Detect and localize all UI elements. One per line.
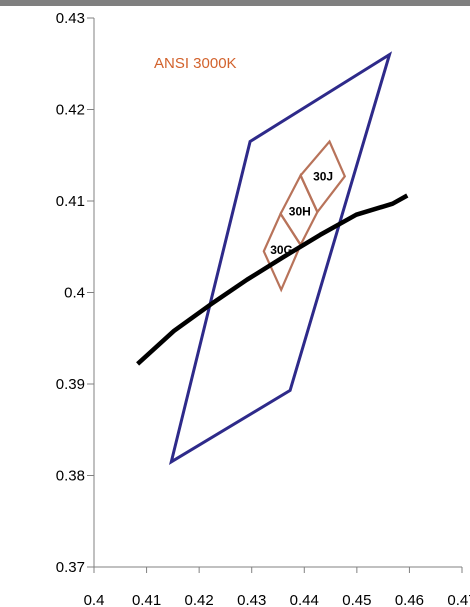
bin-30h-label: 30H: [289, 205, 311, 219]
chart-title: ANSI 3000K: [154, 55, 237, 72]
y-tick-label: 0.38: [56, 468, 85, 485]
bin-30j-outline: [299, 139, 347, 215]
y-tick-label: 0.42: [56, 102, 85, 119]
x-tick-label: 0.42: [185, 592, 214, 607]
x-tick-label: 0.41: [132, 592, 161, 607]
x-tick-label: 0.47: [447, 592, 470, 607]
x-tick-label: 0.45: [342, 592, 371, 607]
bin-30j-label: 30J: [313, 169, 333, 183]
y-tick-label: 0.39: [56, 376, 85, 393]
y-tick-label: 0.37: [56, 559, 85, 576]
y-tick-label: 0.4: [64, 285, 85, 302]
bin-labels: 30G 30H 30J: [270, 169, 333, 257]
x-tick-label: 0.4: [84, 592, 105, 607]
x-ticks: 0.4 0.41 0.42 0.43 0.44 0.45 0.46 0.47: [84, 567, 470, 607]
axes: [93, 18, 462, 568]
x-tick-label: 0.43: [237, 592, 266, 607]
top-frame-bar: [0, 0, 470, 6]
y-tick-label: 0.43: [56, 10, 85, 27]
ansi-quadrangle-outline: [168, 51, 393, 465]
y-ticks: 0.37 0.38 0.39 0.4 0.41 0.42 0.43: [56, 10, 94, 576]
y-tick-label: 0.41: [56, 193, 85, 210]
plot-series: [136, 51, 409, 465]
bin-30g-label: 30G: [270, 243, 293, 257]
x-tick-label: 0.46: [395, 592, 424, 607]
x-tick-label: 0.44: [290, 592, 319, 607]
blackbody-locus-line: [136, 193, 409, 366]
